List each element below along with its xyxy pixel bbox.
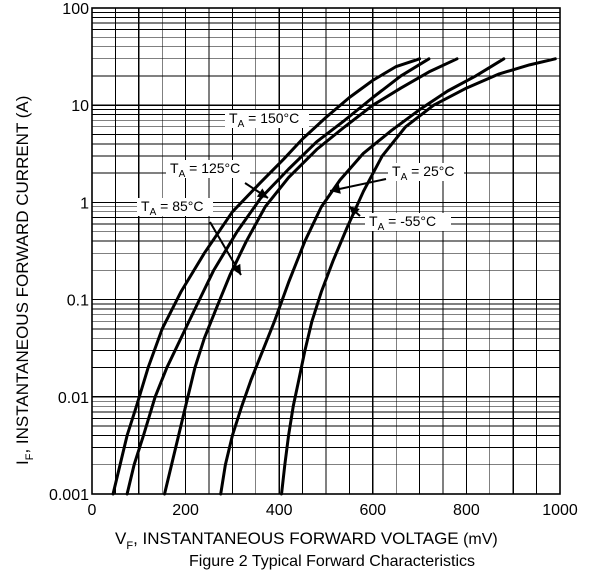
annotation-125c-arrowhead [256, 188, 268, 198]
annotation-85c-sub: A [150, 207, 157, 218]
y-tick-label: 0.001 [49, 487, 89, 504]
annotation-25c-rest: = 25°C [407, 163, 454, 179]
annotation-150c-background [225, 110, 309, 128]
tick-layer: 0 200 400 600 800 1000 100 10 1 0.1 0.01 0.001 [49, 1, 578, 519]
y-tick-label: 10 [71, 98, 89, 115]
annotation-85c: TA = 85°C [141, 198, 203, 218]
curve-minus55c [280, 57, 557, 496]
annotation-85c-background [137, 198, 213, 216]
x-tick-label: 0 [88, 502, 97, 519]
curve-25c [219, 57, 506, 496]
annotation-150c-main: T [229, 110, 238, 126]
annotation-85c-main: T [141, 198, 150, 214]
annotation-minus55c-rest: = -55°C [384, 213, 436, 229]
annotation-minus55c-background [365, 213, 451, 231]
y-axis-title-main: I [13, 460, 32, 465]
y-tick-label: 0.01 [58, 390, 89, 407]
x-tick-label: 800 [453, 502, 480, 519]
annotation-minus55c-sub: A [378, 222, 385, 233]
annotation-minus55c-arrowhead [349, 206, 360, 217]
annotation-125c-sub: A [179, 169, 186, 180]
x-axis-title-main: V [115, 529, 127, 548]
annotation-125c: TA = 125°C [170, 160, 240, 180]
annotation-25c-background [388, 163, 464, 181]
annotation-25c-main: T [392, 163, 401, 179]
x-tick-label: 1000 [542, 502, 578, 519]
x-axis-title-sub: F [126, 540, 133, 552]
y-tick-label: 1 [80, 195, 89, 212]
annotation-150c-sub: A [238, 119, 245, 130]
x-axis-title-rest: , INSTANTANEOUS FORWARD VOLTAGE [133, 529, 459, 548]
curve-150c [111, 57, 422, 496]
annotation-85c-rest: = 85°C [156, 198, 203, 214]
annotation-25c-arrowhead [330, 184, 341, 194]
annotation-150c-rest: = 150°C [244, 110, 299, 126]
annotation-150c: TA = 150°C [229, 110, 299, 130]
annotation-minus55c: TA = -55°C [369, 213, 436, 233]
x-tick-label: 600 [359, 502, 386, 519]
annotation-25c: TA = 25°C [392, 163, 454, 183]
y-tick-label: 0.1 [67, 293, 89, 310]
annotation-85c-arrow-line [209, 221, 242, 276]
x-tick-label: 400 [266, 502, 293, 519]
figure-caption: Figure 2 Typical Forward Characteristics [189, 553, 475, 570]
x-axis-title-unit: (mV) [459, 531, 498, 548]
annotation-layer: TA = 150°CTA = 125°CTA = 85°CTA = 25°CTA… [137, 110, 464, 276]
annotation-125c-background [166, 160, 250, 178]
curve-layer [111, 57, 557, 496]
annotation-85c-arrowhead [231, 263, 241, 275]
x-tick-label: 200 [172, 502, 199, 519]
y-axis-title-sub: F [24, 453, 36, 460]
x-axis-title: VF, INSTANTANEOUS FORWARD VOLTAGE (mV) [115, 529, 498, 552]
annotation-minus55c-main: T [369, 213, 378, 229]
annotation-25c-sub: A [401, 172, 408, 183]
curve-125c [125, 57, 431, 496]
y-tick-label: 100 [62, 1, 89, 18]
y-axis-title-rest: , INSTANTANEOUS FORWARD CURRENT (A) [13, 96, 32, 454]
grid-layer [92, 8, 560, 494]
y-axis-title: IF, INSTANTANEOUS FORWARD CURRENT (A) [13, 96, 36, 465]
curve-85c [163, 57, 459, 496]
plot-frame [91, 7, 561, 495]
annotation-125c-main: T [170, 160, 179, 176]
annotation-125c-rest: = 125°C [185, 160, 240, 176]
